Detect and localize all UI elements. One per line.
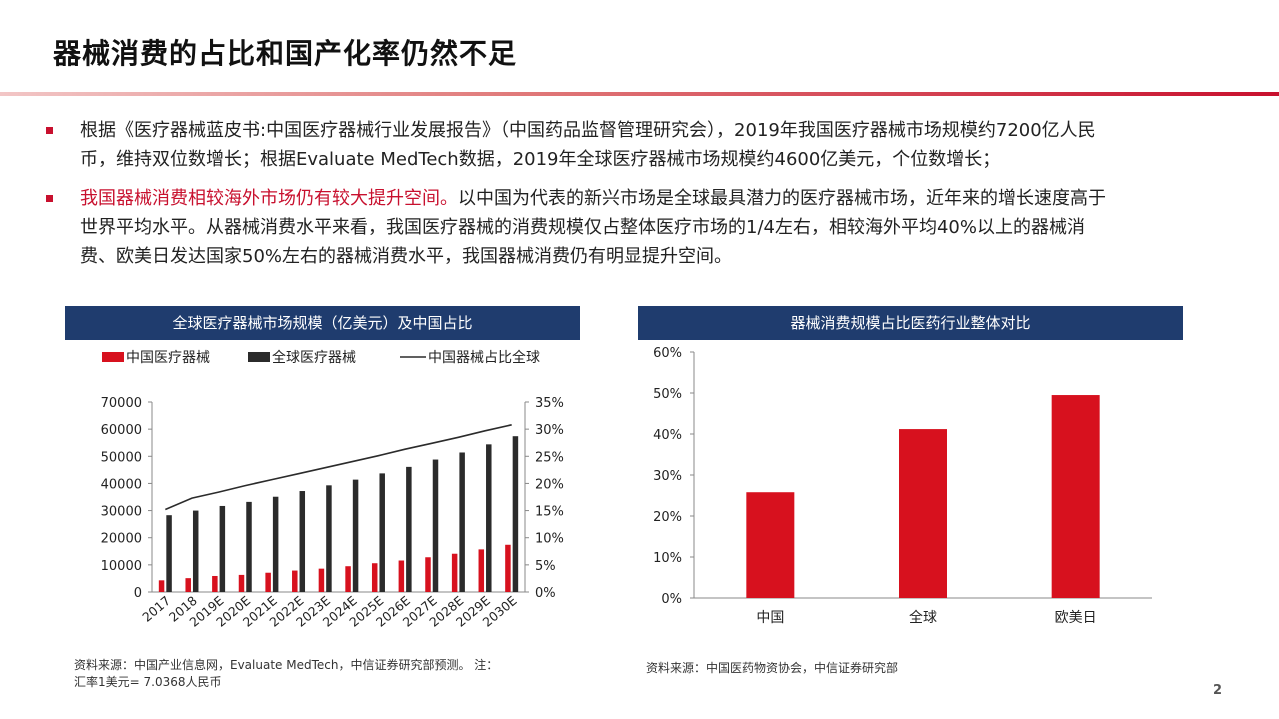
bar-global xyxy=(406,466,412,592)
y-tick-label-right: 35% xyxy=(535,396,564,411)
bar-global xyxy=(326,485,332,592)
bullet-text: 以中国为代表的新兴市场是全球最具潜力的医疗器械市场，近年来的增长速度高于世界平均… xyxy=(80,188,1106,267)
right-chart-header: 器械消费规模占比医药行业整体对比 xyxy=(638,306,1183,340)
page-number: 2 xyxy=(1212,683,1222,698)
bar-china xyxy=(345,566,351,592)
share-line xyxy=(165,424,512,511)
y-tick-label-right: 20% xyxy=(535,477,564,492)
bar-china xyxy=(318,568,325,592)
bullet-highlight: 我国器械消费相较海外市场仍有较大提升空间。 xyxy=(80,188,458,209)
page-title: 器械消费的占比和国产化率仍然不足 xyxy=(53,37,518,70)
bar-china xyxy=(238,574,245,592)
market-size-chart: 中国医疗器械 全球医疗器械 中国器械占比全球 0 10000 20000 30000 4000… xyxy=(101,349,564,630)
bullet-item: 我国器械消费相较海外市场仍有较大提升空间。以中国为代表的新兴市场是全球最具潜力的… xyxy=(40,184,1120,271)
bar xyxy=(899,429,947,598)
bar-china xyxy=(292,570,298,592)
legend-swatch-1 xyxy=(248,352,270,362)
left-chart-source: 资料来源：中国产业信息网，Evaluate MedTech，中信证券研究部预测。… xyxy=(74,658,499,689)
bar-china xyxy=(158,580,165,592)
y-tick-label-left: 40000 xyxy=(101,477,142,492)
y-tick-label: 20% xyxy=(653,510,682,525)
y-tick-label-right: 25% xyxy=(535,450,564,465)
bullet-text: 根据《医疗器械蓝皮书:中国医疗器械行业发展报告》（中国药品监督管理研究会），20… xyxy=(80,120,1096,170)
bar-global xyxy=(299,491,306,592)
bullet-square-icon xyxy=(46,195,53,202)
bar xyxy=(746,492,795,598)
bar-china xyxy=(265,572,271,592)
bar-global xyxy=(459,452,465,592)
legend-swatch-0 xyxy=(102,352,124,362)
x-tick-label: 全球 xyxy=(909,609,937,626)
bar xyxy=(1051,395,1100,598)
y-tick-label-right: 0% xyxy=(535,586,556,601)
bullet-square-icon xyxy=(46,127,53,134)
y-tick-label-left: 20000 xyxy=(101,532,142,547)
bar-global xyxy=(352,479,359,592)
bar-china xyxy=(425,557,431,592)
legend-label-2: 中国器械占比全球 xyxy=(428,349,540,366)
x-tick-label: 2017 xyxy=(139,593,173,625)
bar-global xyxy=(486,444,492,592)
y-tick-label: 30% xyxy=(653,469,682,484)
bullet-list: 根据《医疗器械蓝皮书:中国医疗器械行业发展报告》（中国药品监督管理研究会），20… xyxy=(40,116,1120,281)
bar-china xyxy=(398,560,405,592)
y-tick-label-left: 0 xyxy=(134,586,142,601)
legend-label-0: 中国医疗器械 xyxy=(126,350,210,366)
share-comparison-chart: 0% 10% 20% 30% 40% 50% 60% 中国 全球 欧美日 xyxy=(653,346,1152,626)
bar-china xyxy=(505,544,511,592)
bar-china xyxy=(451,553,458,592)
y-tick-label-left: 50000 xyxy=(101,450,142,465)
right-chart-source: 资料来源：中国医药物资协会，中信证券研究部 xyxy=(646,661,899,675)
bar-global xyxy=(246,501,252,592)
bar-global xyxy=(192,510,199,592)
y-tick-label-right: 15% xyxy=(535,505,564,520)
bar-china xyxy=(371,563,378,592)
bar-china xyxy=(185,578,191,592)
y-tick-label-left: 30000 xyxy=(101,505,142,520)
y-tick-label-left: 60000 xyxy=(101,423,142,438)
left-chart-header: 全球医疗器械市场规模（亿美元）及中国占比 xyxy=(65,306,580,340)
y-tick-label-left: 10000 xyxy=(101,559,142,574)
bar-china xyxy=(212,575,218,592)
y-tick-label: 40% xyxy=(653,428,682,443)
bar-global xyxy=(379,473,385,592)
bar-global xyxy=(432,459,439,592)
bar-global xyxy=(166,515,172,592)
x-tick-label: 中国 xyxy=(756,610,784,626)
y-tick-label: 0% xyxy=(661,592,682,607)
y-tick-label-right: 10% xyxy=(535,532,564,547)
bar-china xyxy=(478,549,485,592)
x-tick-label: 欧美日 xyxy=(1055,610,1097,626)
title-rule xyxy=(0,92,1279,96)
legend-label-1: 全球医疗器械 xyxy=(272,349,356,366)
y-tick-label-right: 5% xyxy=(535,559,556,574)
y-tick-label: 60% xyxy=(653,346,682,361)
bar-global xyxy=(272,496,279,592)
y-tick-label-left: 70000 xyxy=(101,396,142,411)
y-tick-label-right: 30% xyxy=(535,423,564,438)
y-tick-label: 50% xyxy=(653,387,682,402)
bullet-item: 根据《医疗器械蓝皮书:中国医疗器械行业发展报告》（中国药品监督管理研究会），20… xyxy=(40,116,1120,174)
y-tick-label: 10% xyxy=(653,551,682,566)
bar-global xyxy=(219,505,226,592)
bar-global xyxy=(512,436,519,592)
